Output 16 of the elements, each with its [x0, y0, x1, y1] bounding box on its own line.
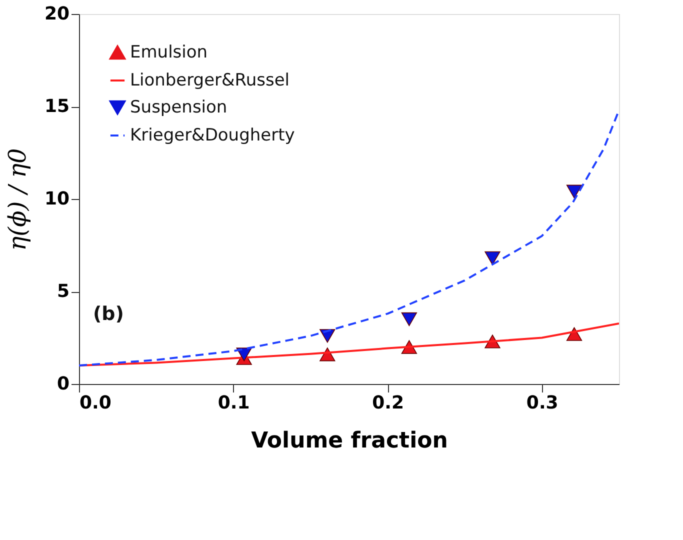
y-tick-label: 5: [56, 281, 70, 302]
x-tick-label: 0.0: [80, 392, 112, 414]
legend-label: Suspension: [130, 98, 228, 118]
y-tick-label: 20: [44, 4, 70, 24]
legend-label: Lionberger&Russel: [130, 70, 290, 90]
y-tick-label: 10: [44, 188, 70, 210]
annotation: (b): [93, 303, 124, 325]
x-tick-label: 0.1: [218, 392, 250, 414]
y-tick-label: 0: [56, 374, 70, 394]
x-tick-label: 0.3: [526, 392, 558, 414]
y-tick-label: 15: [44, 96, 70, 117]
y-axis-title: η(ϕ) / η0: [3, 148, 32, 251]
x-axis-title: Volume fraction: [251, 428, 448, 454]
legend-label: Krieger&Dougherty: [130, 126, 295, 146]
legend-label: Emulsion: [130, 42, 208, 62]
x-tick-label: 0.2: [372, 392, 404, 414]
